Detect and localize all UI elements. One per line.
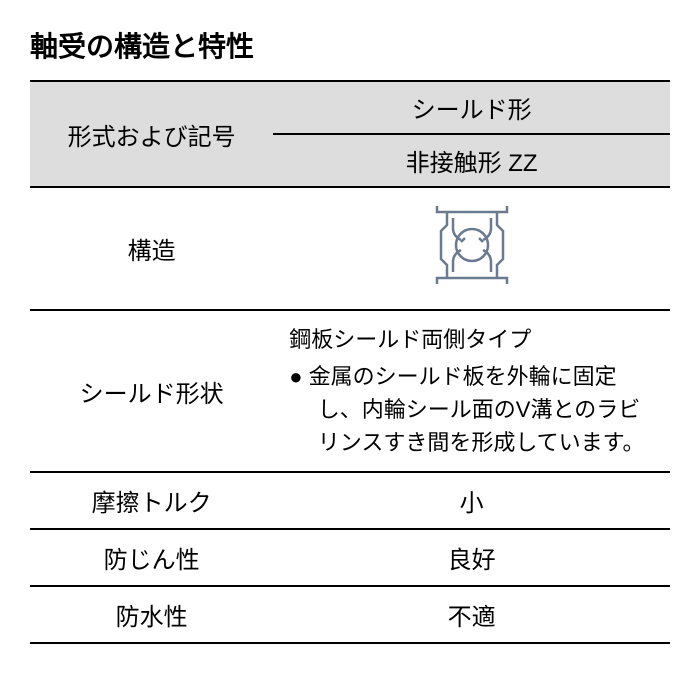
water-value: 不適: [273, 586, 670, 643]
friction-label: 摩擦トルク: [30, 472, 273, 529]
shield-shape-value: 鋼板シールド両側タイプ ● 金属のシールド板を外輪に固定し、内輪シール面のV溝と…: [273, 310, 670, 472]
bearing-cross-section-icon: [417, 200, 527, 290]
shield-shape-heading: 鋼板シールド両側タイプ: [289, 323, 654, 356]
structure-label: 構造: [30, 187, 273, 310]
shield-shape-label: シールド形状: [30, 310, 273, 472]
dust-value: 良好: [273, 529, 670, 586]
shield-shape-bullet: ● 金属のシールド板を外輪に固定し、内輪シール面のV溝とのラビリンスすき間を形成…: [289, 360, 654, 459]
header-type-symbol: 形式および記号: [30, 81, 273, 187]
header-noncontact-zz: 非接触形 ZZ: [273, 134, 670, 187]
spec-table: 形式および記号 シールド形 非接触形 ZZ 構造: [30, 80, 670, 644]
page-title: 軸受の構造と特性: [30, 25, 670, 65]
dust-label: 防じん性: [30, 529, 273, 586]
structure-diagram-cell: [273, 187, 670, 310]
header-shield-type: シールド形: [273, 81, 670, 134]
water-label: 防水性: [30, 586, 273, 643]
friction-value: 小: [273, 472, 670, 529]
